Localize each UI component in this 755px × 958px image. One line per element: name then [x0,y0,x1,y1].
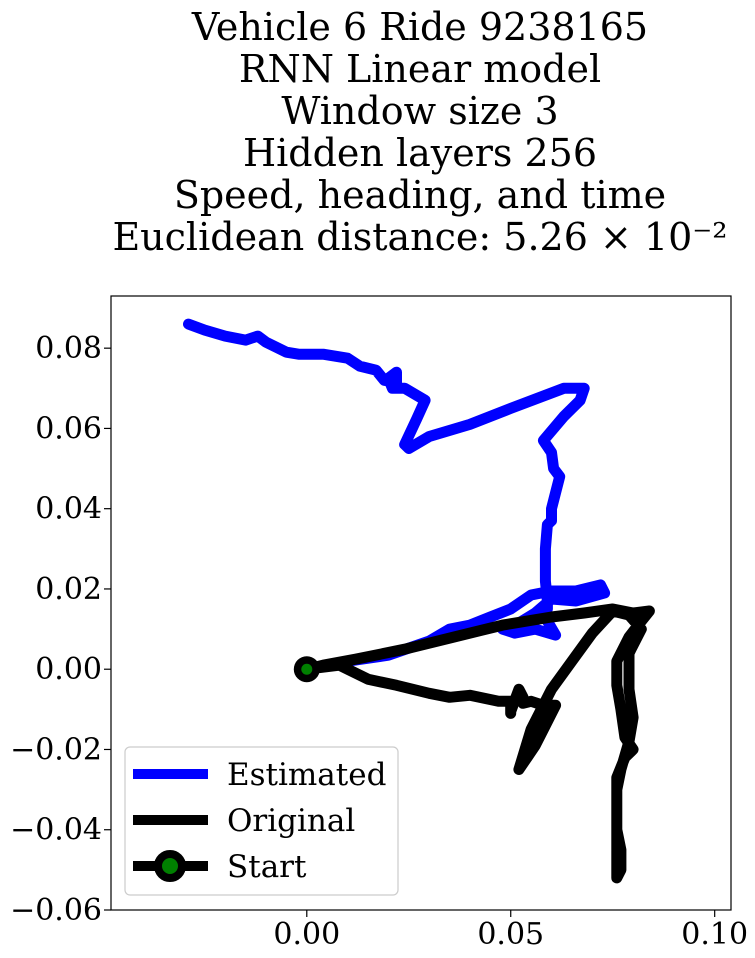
legend-label-original: Original [227,803,355,839]
y-tick-label: 0.02 [35,572,102,607]
start-marker-center [301,663,313,675]
title-line-5: Speed, heading, and time [173,173,667,217]
title-line-2: RNN Linear model [238,47,602,91]
y-axis: 0.08 0.06 0.04 0.02 0.00 −0.02 −0.04 −0.06 [10,331,111,928]
y-tick-label: 0.04 [35,492,102,527]
x-tick-label: 0.10 [681,917,748,952]
series-layer [183,318,655,884]
series-line-original [301,603,655,884]
legend: Estimated Original Start [124,746,399,896]
x-tick-label: 0.05 [477,917,544,952]
title-line-1: Vehicle 6 Ride 9238165 [191,5,649,49]
y-tick-label: −0.04 [10,813,102,848]
y-tick-label: 0.08 [35,331,102,366]
legend-label-start: Start [227,849,307,885]
legend-box [124,746,399,896]
legend-label-estimated: Estimated [227,757,386,793]
plot-frame [110,295,732,911]
legend-start-marker [154,850,186,882]
x-axis: 0.00 0.05 0.10 [273,910,748,952]
title-line-3: Window size 3 [281,89,559,133]
title-line-6: Euclidean distance: 5.26 × 10⁻² [112,215,728,259]
title-line-4: Hidden layers 256 [242,131,598,175]
y-tick-label: 0.00 [35,652,102,687]
y-tick-label: 0.06 [35,411,102,446]
y-tick-label: −0.02 [10,732,102,767]
y-tick-label: −0.06 [10,893,102,928]
series-line-estimated [183,318,611,675]
x-tick-label: 0.00 [273,917,340,952]
